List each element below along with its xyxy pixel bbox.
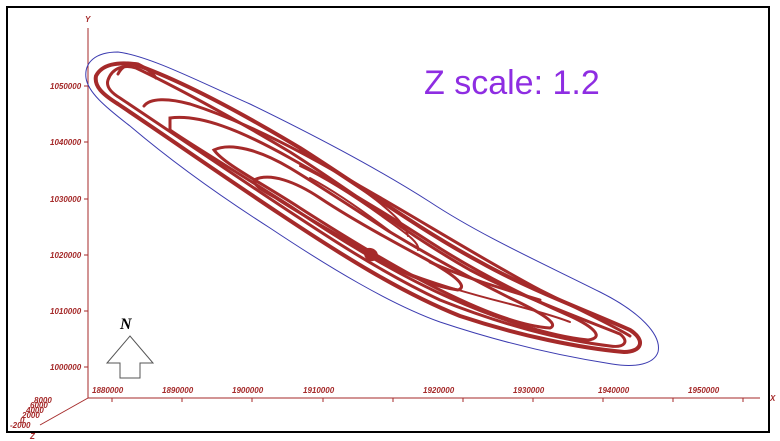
z-tick-label: 2000 [21,411,40,420]
z-tick-label: 8000 [34,396,52,405]
y-axis-label: Y [85,15,91,24]
x-tick-label: 1910000 [303,386,335,395]
x-tick-label: 1950000 [688,386,720,395]
z-tick-label: 6000 [30,401,48,410]
x-axis-label: X [769,394,776,403]
z-axis-label: Z [29,432,36,441]
y-tick-label: 1050000 [50,82,82,91]
x-tick-label: 1920000 [423,386,455,395]
y-tick-label: 1000000 [50,363,82,372]
contour-lines [93,61,642,355]
z-tick-label: 4000 [25,406,44,415]
x-tick-label: 1890000 [162,386,194,395]
y-tick-marks [84,85,88,368]
y-tick-label: 1020000 [50,251,82,260]
y-tick-label: 1040000 [50,138,82,147]
outer-boundary [85,51,659,366]
z-tick-label: 0 [20,416,25,425]
x-tick-label: 1940000 [598,386,630,395]
x-tick-marks [111,398,744,402]
x-tick-label: 1900000 [232,386,264,395]
north-label: N [119,316,133,333]
z-scale-annotation: Z scale: 1.2 [424,64,600,102]
y-tick-label: 1010000 [50,307,82,316]
y-tick-label: 1030000 [50,195,82,204]
z-tick-label: -2000 [10,421,31,430]
x-tick-label: 1880000 [92,386,124,395]
x-tick-label: 1930000 [513,386,545,395]
z-axis-line [39,397,89,426]
north-arrow [105,335,155,379]
